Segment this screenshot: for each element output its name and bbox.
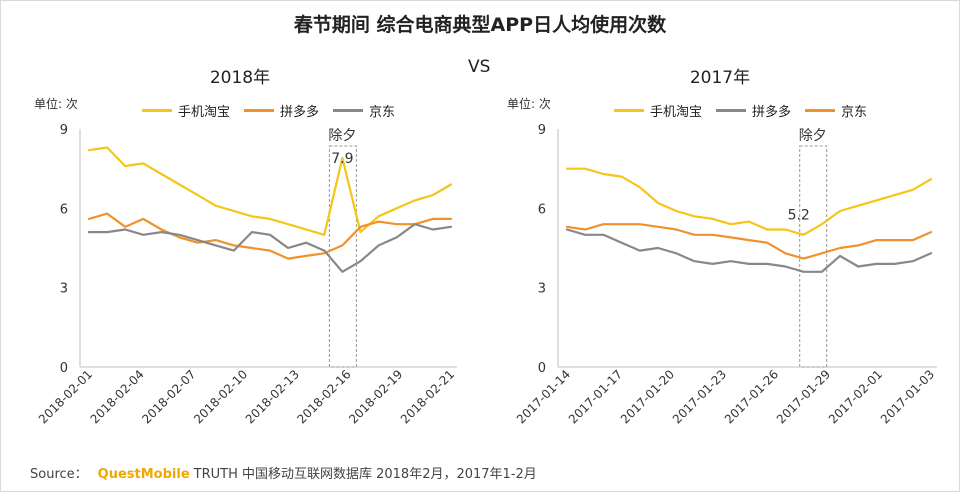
legend-item: 京东 — [805, 101, 867, 120]
legend-item: 手机淘宝 — [142, 101, 230, 120]
x-tick-label: 2017-01-23 — [670, 367, 729, 426]
legend-item: 拼多多 — [716, 101, 791, 120]
y-tick-label: 6 — [538, 202, 546, 217]
legend-item: 手机淘宝 — [614, 101, 702, 120]
chart-2018-unit: 单位: 次 — [34, 97, 78, 111]
legend-label: 手机淘宝 — [178, 105, 231, 120]
vs-label: VS — [468, 57, 491, 77]
x-tick-label: 2017-01-29 — [774, 367, 833, 426]
legend-swatch — [716, 109, 747, 112]
series-line — [565, 223, 933, 260]
series-line — [565, 167, 933, 236]
x-tick-label: 2017-01-03 — [878, 367, 937, 426]
legend-label: 拼多多 — [280, 105, 320, 120]
y-tick-label: 9 — [60, 123, 68, 138]
y-tick-label: 6 — [60, 202, 68, 217]
x-tick-label: 2017-01-17 — [566, 367, 625, 426]
chart-2018-legend: 手机淘宝 拼多多 京东 — [142, 101, 409, 120]
data-label: 7.9 — [331, 151, 353, 167]
y-tick-label: 3 — [538, 282, 546, 297]
chart-2017-unit: 单位: 次 — [507, 97, 551, 111]
source-note: Source： QuestMobile TRUTH 中国移动互联网数据库 2018年… — [30, 463, 537, 482]
data-label: 5.2 — [788, 207, 810, 223]
y-tick-label: 3 — [60, 282, 68, 297]
legend-label: 拼多多 — [752, 105, 792, 120]
chart-2018-title: 2018年 — [209, 68, 271, 88]
legend-swatch — [614, 109, 644, 112]
y-tick-label: 0 — [60, 361, 68, 376]
source-prefix: Source： — [30, 467, 88, 482]
x-tick-label: 2017-01-14 — [514, 367, 573, 426]
page-title: 春节期间 综合电商典型APP日人均使用次数 — [293, 14, 667, 36]
annotation-label: 除夕 — [799, 128, 827, 144]
chart-2017-legend: 手机淘宝 拼多多 京东 — [614, 101, 881, 120]
legend-label: 手机淘宝 — [650, 105, 703, 120]
x-tick-label: 2017-01-20 — [618, 367, 677, 426]
source-text: TRUTH 中国移动互联网数据库 2018年2月，2017年1-2月 — [193, 467, 537, 482]
legend-label: 京东 — [369, 105, 396, 120]
legend-item: 京东 — [333, 101, 395, 120]
annotation-label: 除夕 — [328, 128, 356, 144]
y-tick-label: 0 — [538, 361, 546, 376]
legend-swatch — [244, 109, 275, 112]
series-line — [87, 223, 453, 273]
source-brand: QuestMobile — [97, 467, 190, 482]
series-line — [87, 212, 453, 260]
legend-item: 拼多多 — [244, 101, 319, 120]
x-tick-label: 2017-01-26 — [722, 367, 781, 426]
x-tick-label: 2017-02-01 — [826, 367, 885, 426]
legend-label: 京东 — [841, 105, 868, 120]
legend-swatch — [142, 109, 172, 112]
chart-2017-title: 2017年 — [689, 68, 751, 88]
series-line — [87, 146, 453, 236]
legend-swatch — [805, 109, 836, 112]
y-tick-label: 9 — [538, 123, 546, 138]
series-line — [565, 228, 933, 273]
legend-swatch — [333, 109, 364, 112]
